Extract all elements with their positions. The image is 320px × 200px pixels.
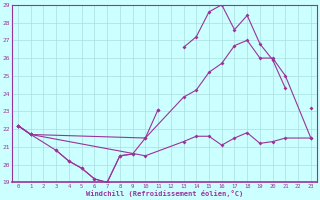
X-axis label: Windchill (Refroidissement éolien,°C): Windchill (Refroidissement éolien,°C) <box>86 190 243 197</box>
